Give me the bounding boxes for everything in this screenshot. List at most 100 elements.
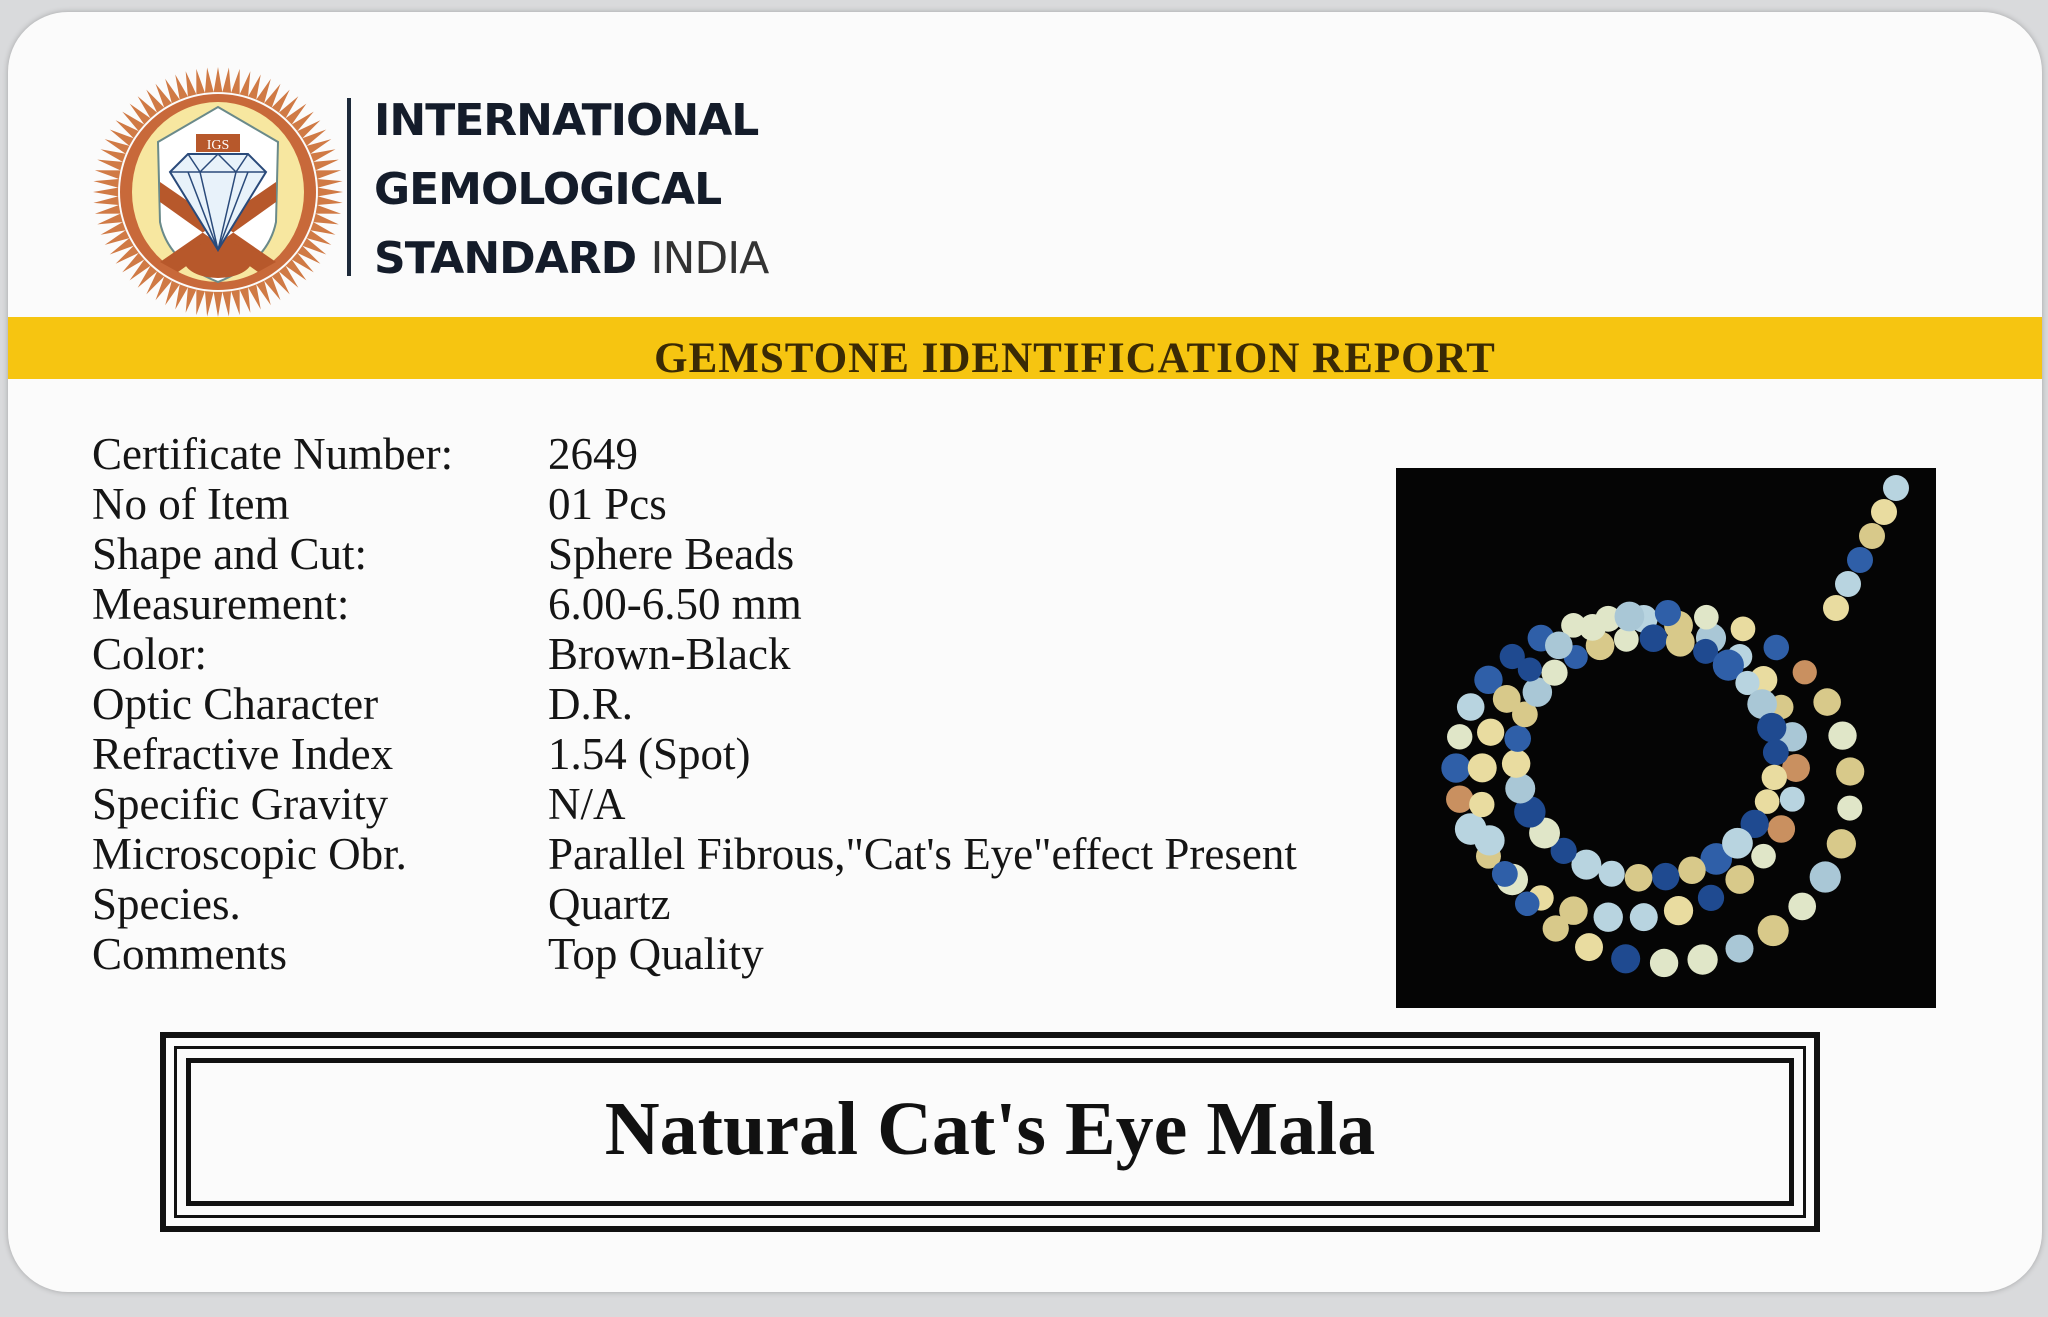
bead xyxy=(1598,860,1625,887)
bead xyxy=(1614,601,1645,632)
field-value: 1.54 (Spot) xyxy=(548,729,751,779)
bead xyxy=(1697,884,1725,912)
bead xyxy=(1559,896,1588,925)
field-row: Certificate Number: 2649 xyxy=(92,429,1297,479)
bead xyxy=(1550,837,1577,864)
bead xyxy=(1651,862,1680,891)
bead xyxy=(1788,892,1817,921)
field-label: Shape and Cut: xyxy=(92,529,367,579)
bead xyxy=(1871,499,1897,525)
bead xyxy=(1725,865,1755,894)
bead xyxy=(1747,689,1777,719)
bead xyxy=(1545,631,1573,660)
field-row: Measurement: 6.00-6.50 mm xyxy=(92,579,1297,629)
org-india: INDIA xyxy=(650,233,769,284)
bead xyxy=(1809,861,1841,893)
org-standard: STANDARD xyxy=(374,233,637,284)
bead xyxy=(1517,657,1542,682)
bead xyxy=(1826,829,1856,859)
bead xyxy=(1504,725,1532,752)
organization-name: INTERNATIONAL GEMOLOGICAL STANDARD INDIA xyxy=(374,86,769,293)
bead xyxy=(1693,638,1719,664)
bead xyxy=(1639,624,1668,653)
field-label: Microscopic Obr. xyxy=(92,829,407,879)
bead xyxy=(1499,643,1525,670)
igs-logo-icon: IGS xyxy=(93,67,343,317)
bead xyxy=(1859,523,1885,549)
bead xyxy=(1541,659,1568,686)
bead xyxy=(1505,773,1536,804)
bead xyxy=(1613,627,1639,652)
bead xyxy=(1514,891,1540,917)
bead xyxy=(1763,634,1790,661)
bead xyxy=(1629,903,1658,932)
bead xyxy=(1663,896,1694,926)
field-label: No of Item xyxy=(92,479,290,529)
field-row: Specific Gravity N/A xyxy=(92,779,1297,829)
org-line-3: STANDARD INDIA xyxy=(374,224,769,293)
bead xyxy=(1467,753,1497,783)
org-line-2: GEMOLOGICAL xyxy=(374,164,722,215)
field-value: Top Quality xyxy=(548,929,764,979)
bead xyxy=(1624,863,1653,892)
report-fields: Certificate Number: 2649 No of Item 01 Pcs S… xyxy=(92,429,1297,979)
bead xyxy=(1491,861,1518,887)
field-label: Specific Gravity xyxy=(92,779,389,829)
bead xyxy=(1649,948,1679,978)
item-name-box: Natural Cat's Eye Mala xyxy=(160,1032,1820,1232)
bead xyxy=(1474,665,1503,695)
bead xyxy=(1740,809,1769,839)
bead xyxy=(1575,933,1603,962)
bead xyxy=(1665,627,1695,657)
bead xyxy=(1835,571,1861,597)
bead xyxy=(1700,843,1733,875)
bead xyxy=(1762,739,1789,766)
bead xyxy=(1883,475,1909,501)
org-line-1: INTERNATIONAL xyxy=(374,95,759,146)
bead xyxy=(1757,915,1789,947)
gemstone-photo xyxy=(1396,468,1936,1008)
bead xyxy=(1512,701,1538,728)
bead xyxy=(1757,712,1787,743)
field-row: Color: Brown-Black xyxy=(92,629,1297,679)
bead xyxy=(1542,915,1569,942)
bead xyxy=(1828,721,1857,750)
field-value: Sphere Beads xyxy=(548,529,795,579)
item-name: Natural Cat's Eye Mala xyxy=(604,1087,1376,1171)
bead xyxy=(1456,693,1485,721)
bead xyxy=(1654,599,1681,627)
field-value: Brown-Black xyxy=(548,629,791,679)
bead xyxy=(1447,724,1473,750)
bead xyxy=(1678,856,1706,885)
bead xyxy=(1611,944,1641,974)
bead xyxy=(1712,649,1744,681)
field-value: Quartz xyxy=(548,879,671,929)
bead xyxy=(1782,754,1810,782)
bead xyxy=(1579,614,1606,641)
field-label: Measurement: xyxy=(92,579,350,629)
bead xyxy=(1514,796,1546,828)
bead xyxy=(1492,685,1521,713)
bead xyxy=(1779,786,1805,812)
bead xyxy=(1722,827,1753,859)
certificate-card: IGS INTERNATIONAL GEMOLOGICAL STANDARD I… xyxy=(8,12,2042,1292)
field-value: 2649 xyxy=(548,429,638,479)
bead xyxy=(1735,670,1760,696)
title-band xyxy=(8,317,2042,379)
field-value: D.R. xyxy=(548,679,634,729)
bead xyxy=(1761,764,1787,791)
bead xyxy=(1730,616,1756,642)
bead xyxy=(1694,604,1719,630)
field-label: Certificate Number: xyxy=(92,429,454,479)
bead xyxy=(1823,595,1849,621)
bead xyxy=(1561,613,1586,638)
logo-text: IGS xyxy=(207,138,230,153)
bead xyxy=(1571,849,1602,880)
bead xyxy=(1474,825,1505,856)
bead xyxy=(1836,757,1865,786)
field-row: Microscopic Obr. Parallel Fibrous,"Cat's … xyxy=(92,829,1297,879)
bead xyxy=(1469,791,1495,818)
bead xyxy=(1751,843,1776,869)
bead xyxy=(1847,547,1873,573)
bead xyxy=(1792,660,1817,685)
